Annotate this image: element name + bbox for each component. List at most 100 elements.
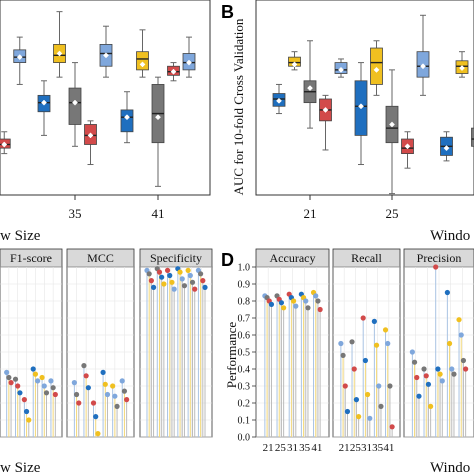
panel-c-facet-2-point-0-3 — [150, 284, 157, 290]
panel-b-box-g1-lightblue-mean — [420, 63, 426, 70]
panel-b-box-g2-blue-mean — [443, 145, 450, 152]
panel-c-x-axis-label: w Size — [0, 460, 41, 474]
panel-c-facet-0-point-2-0 — [21, 397, 27, 403]
panel-c-facet-2-point-1-1 — [156, 269, 163, 275]
panel-c-facet-0-point-1-1 — [15, 383, 21, 389]
panel-d-y-axis-label: Performance — [224, 322, 239, 389]
panel-c-facet-0-point-4-1 — [41, 383, 47, 389]
panel-a-box-g2-blue — [120, 109, 134, 133]
panel-b-box-g0-lightblue-mean — [338, 66, 344, 73]
panel-c-facet-2: Specificity — [139, 248, 213, 438]
panel-c-facet-0-point-2-2 — [26, 417, 32, 423]
panel-d-facet-0: Accuracy 21 25 31 35 41 — [255, 248, 330, 454]
panel-d-facet-1-point-2-1 — [362, 357, 368, 364]
panel-d-facet-2-point-0-0 — [409, 349, 415, 355]
panel-d-ytick-label-9: 0.9 — [238, 280, 251, 291]
panel-d-facet-1-point-3-1 — [373, 342, 380, 348]
panel-d-facet-2-point-0-2 — [414, 374, 420, 381]
panel-d-ytick-label-1: 0.1 — [238, 416, 251, 427]
panel-d-facet-title-0: Accuracy — [270, 251, 316, 265]
panel-c-facet-1-point-1-1 — [83, 373, 89, 379]
panel-b-label: B — [221, 2, 234, 22]
panel-d-facet-1-point-4-3 — [389, 424, 395, 430]
panel-a-plot-area — [0, 0, 211, 196]
panel-d-ytick-label-6: 0.6 — [238, 331, 251, 342]
panel-d-facet-0-point-3-2 — [303, 298, 309, 304]
panel-c-facet-0-point-3-1 — [32, 371, 39, 377]
panel-c-facet-1-point-5-2 — [124, 397, 130, 403]
panel-d-ytick-label-5: 0.5 — [238, 348, 251, 359]
panel-a-box-g1-red-mean — [87, 132, 94, 139]
panel-c-facet-0-point-0-2 — [8, 380, 14, 386]
panel-d-ytick-label-3: 0.3 — [238, 382, 251, 393]
panel-d-facet-0-xtick-0: 21 — [263, 442, 274, 454]
panel-c-facet-0: F1-score — [0, 248, 63, 438]
panel-c-facet-1-point-5-1 — [121, 388, 128, 394]
panel-c-facet-2-point-5-1 — [198, 271, 204, 277]
panel-a-box-g1-blue-mean — [41, 99, 47, 106]
panel-d-ytick-label-8: 0.8 — [238, 297, 251, 308]
panel-d-facet-2-point-4-0 — [456, 317, 462, 323]
panel-d-facet-0-xtick-2: 31 — [287, 442, 298, 454]
panel-b-box-g0-yellow-mean — [291, 61, 298, 68]
panel-a-box-g2-red-mean — [170, 68, 177, 75]
panel-c-facet-1-point-2-1 — [93, 414, 99, 420]
panel-d-facet-0-point-3-3 — [305, 305, 311, 311]
panel-d-ytick-label-0: 0.0 — [238, 433, 251, 444]
panel-d-facet-0-point-4-2 — [315, 298, 321, 304]
panel-c-facet-0-point-3-2 — [35, 378, 41, 384]
panel-d-facet-2-point-1-3 — [428, 403, 434, 409]
panel-d-facet-2-point-2-0 — [433, 264, 439, 270]
panel-a-box-g0-red-mean — [1, 141, 8, 148]
panel-a-box-g2-yellow — [136, 51, 149, 71]
panel-d-facet-1-xtick-2: 31 — [361, 442, 372, 454]
panel-c-facet-2-point-5-3 — [202, 284, 208, 290]
panel-d-facet-2-point-0-3 — [416, 393, 422, 399]
panel-c-facet-0-point-0-1 — [6, 374, 12, 381]
panel-c-facet-1-point-0-0 — [71, 380, 77, 386]
panel-b-box-g1-red-mean — [404, 143, 411, 150]
panel-a-box-g2-yellow-mean — [139, 61, 146, 68]
panel-d-facet-1: Recall 21 25 31 35 41 — [332, 248, 401, 454]
panel-d-facet-2-point-2-3 — [439, 378, 445, 384]
panel-c-facet-1-point-0-2 — [76, 400, 82, 406]
panel-d-facet-0-xtick-1: 25 — [275, 442, 287, 454]
panel-a-box-g1-yellow-mean — [56, 50, 63, 57]
panel-c-facet-1: MCC — [66, 248, 135, 438]
panel-a-box-g1-lightblue-mean — [103, 52, 109, 59]
panel-c-facet-2-point-3-3 — [181, 283, 188, 289]
panel-a-box-g2-lightblue-mean — [186, 59, 192, 66]
panel-d-facet-1-point-3-2 — [376, 383, 382, 389]
panel-a-x-axis-label: w Size — [0, 228, 41, 244]
panel-b-box-g0-blue-mean — [276, 97, 282, 104]
panel-c-facet-1-point-3-1 — [102, 381, 108, 387]
panel-c-facet-0-point-4-2 — [43, 390, 50, 396]
panel-d-facet-1-point-2-0 — [360, 315, 366, 321]
panel-a-box-g2-blue-mean — [124, 114, 130, 121]
panel-d-facet-2: Precision — [403, 248, 474, 438]
panel-a-tick-label-35: 35 — [69, 206, 82, 221]
panel-d-facet-title-2: Precision — [417, 251, 462, 265]
panel-a-box-g1-gray — [68, 87, 82, 125]
panel-c-facet-2-point-4-2 — [189, 279, 196, 285]
panel-d-label: D — [221, 250, 234, 270]
panel-d-x-axis-label: Windo — [430, 460, 470, 474]
panel-b-y-axis-label: AUC for 10-fold Cross Validation — [231, 18, 246, 195]
panel-a-box-g1-gray-mean — [72, 99, 78, 106]
panel-c-facet-1-point-3-2 — [104, 391, 111, 398]
panel-c-facet-2-point-1-3 — [161, 281, 167, 287]
panel-b-box-g0-red-mean — [322, 106, 329, 113]
panel-b-box-g2-yellow-mean — [459, 65, 465, 72]
panel-d-facet-1-point-3-0 — [371, 318, 377, 324]
panel-c-facet-2-point-4-0 — [185, 267, 191, 273]
panel-d-facet-2-point-2-1 — [435, 366, 441, 372]
panel-c-facet-title-1: MCC — [87, 251, 114, 265]
panel-c-facet-1-point-4-2 — [114, 403, 120, 409]
panel-d-facet-2-point-3-0 — [444, 289, 450, 296]
panel-c-facet-0-point-1-0 — [12, 376, 19, 382]
panel-c-facet-2-point-3-1 — [177, 269, 183, 275]
panel-c-facet-1-point-2-0 — [90, 400, 97, 406]
panel-c-facet-1-point-0-1 — [73, 391, 80, 398]
